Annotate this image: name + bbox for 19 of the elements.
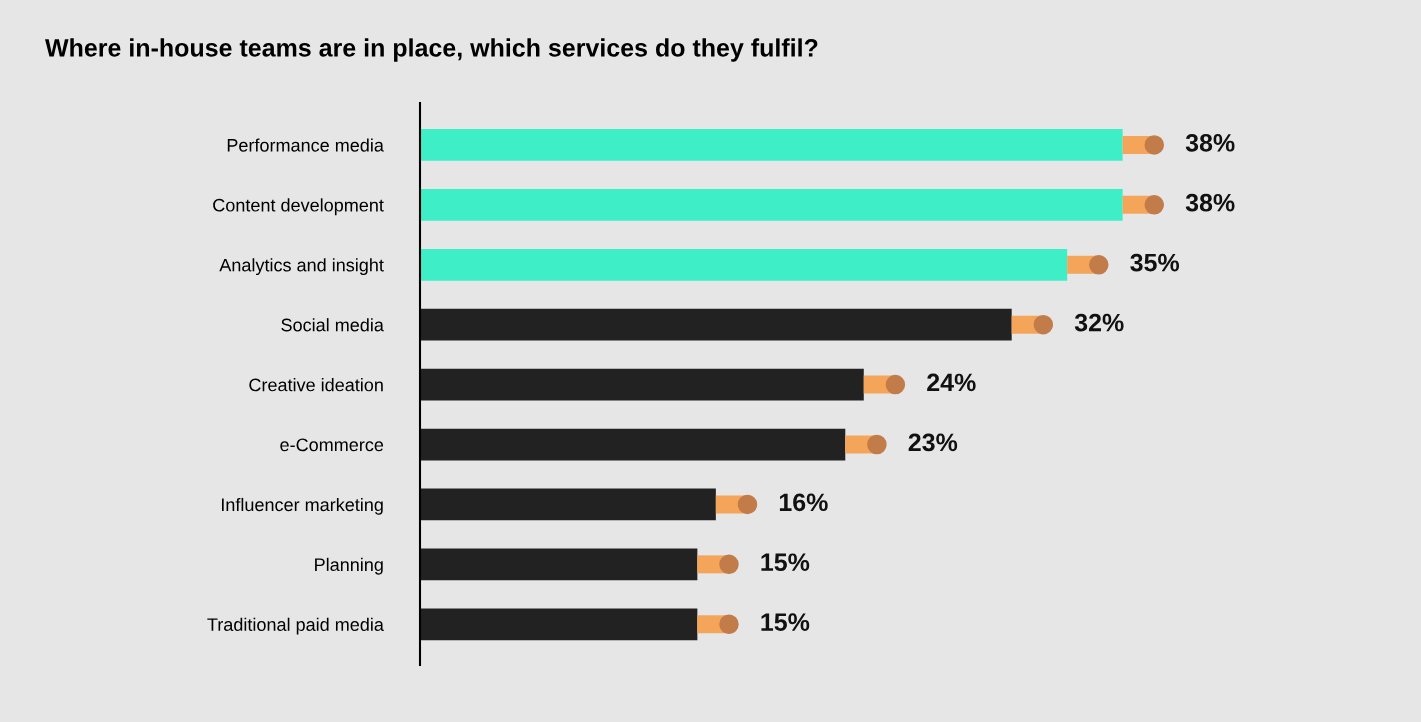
chart-title: Where in-house teams are in place, which services do they fulfil? (45, 38, 818, 62)
y-tick-label: e-Commerce (280, 438, 384, 452)
data-label: 38% (1185, 193, 1235, 212)
data-label: 15% (761, 553, 810, 572)
y-tick-label: Traditional paid media (207, 617, 384, 635)
data-label: 16% (779, 493, 828, 512)
y-tick-label: Analytics and insight (219, 258, 384, 276)
y-tick-label: Content development (213, 198, 384, 216)
data-label: 24% (927, 373, 976, 392)
y-tick-label: Influencer marketing (221, 497, 383, 515)
data-label: 32% (1074, 313, 1124, 332)
y-tick-label: Performance media (227, 138, 384, 152)
data-label: 38% (1185, 133, 1235, 152)
y-tick-label: Planning (315, 557, 383, 575)
data-label: 35% (1130, 253, 1180, 272)
y-tick-label: Social media (281, 318, 384, 332)
data-label: 23% (908, 433, 958, 452)
y-tick-label: Creative ideation (249, 378, 383, 392)
data-label: 15% (761, 613, 810, 631)
